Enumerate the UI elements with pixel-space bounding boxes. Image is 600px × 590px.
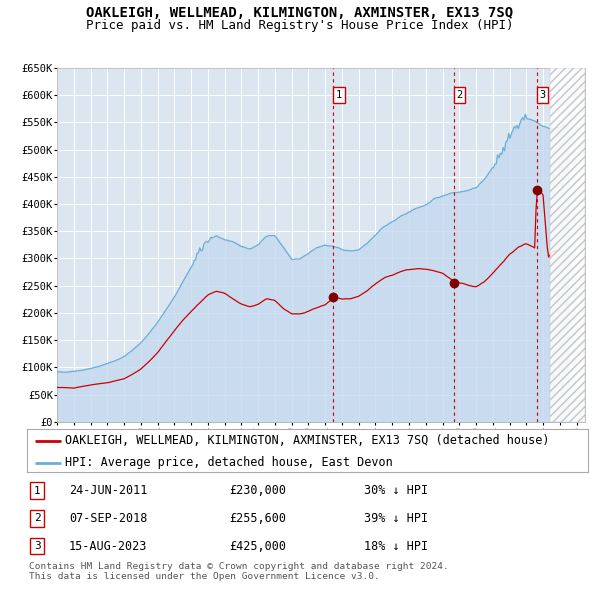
Text: 1: 1	[336, 90, 342, 100]
Text: £425,000: £425,000	[229, 540, 286, 553]
Text: 07-SEP-2018: 07-SEP-2018	[69, 512, 148, 525]
Text: 24-JUN-2011: 24-JUN-2011	[69, 484, 148, 497]
Text: 3: 3	[539, 90, 545, 100]
Text: 15-AUG-2023: 15-AUG-2023	[69, 540, 148, 553]
Text: 18% ↓ HPI: 18% ↓ HPI	[364, 540, 428, 553]
Text: 2: 2	[457, 90, 463, 100]
Text: Contains HM Land Registry data © Crown copyright and database right 2024.
This d: Contains HM Land Registry data © Crown c…	[29, 562, 449, 581]
Text: 2: 2	[34, 513, 40, 523]
Text: OAKLEIGH, WELLMEAD, KILMINGTON, AXMINSTER, EX13 7SQ (detached house): OAKLEIGH, WELLMEAD, KILMINGTON, AXMINSTE…	[65, 434, 550, 447]
Text: HPI: Average price, detached house, East Devon: HPI: Average price, detached house, East…	[65, 456, 393, 469]
Text: £255,600: £255,600	[229, 512, 286, 525]
Text: 39% ↓ HPI: 39% ↓ HPI	[364, 512, 428, 525]
Text: Price paid vs. HM Land Registry's House Price Index (HPI): Price paid vs. HM Land Registry's House …	[86, 19, 514, 32]
Text: OAKLEIGH, WELLMEAD, KILMINGTON, AXMINSTER, EX13 7SQ: OAKLEIGH, WELLMEAD, KILMINGTON, AXMINSTE…	[86, 6, 514, 20]
Text: 1: 1	[34, 486, 40, 496]
Text: 30% ↓ HPI: 30% ↓ HPI	[364, 484, 428, 497]
Text: 3: 3	[34, 541, 40, 551]
Text: £230,000: £230,000	[229, 484, 286, 497]
